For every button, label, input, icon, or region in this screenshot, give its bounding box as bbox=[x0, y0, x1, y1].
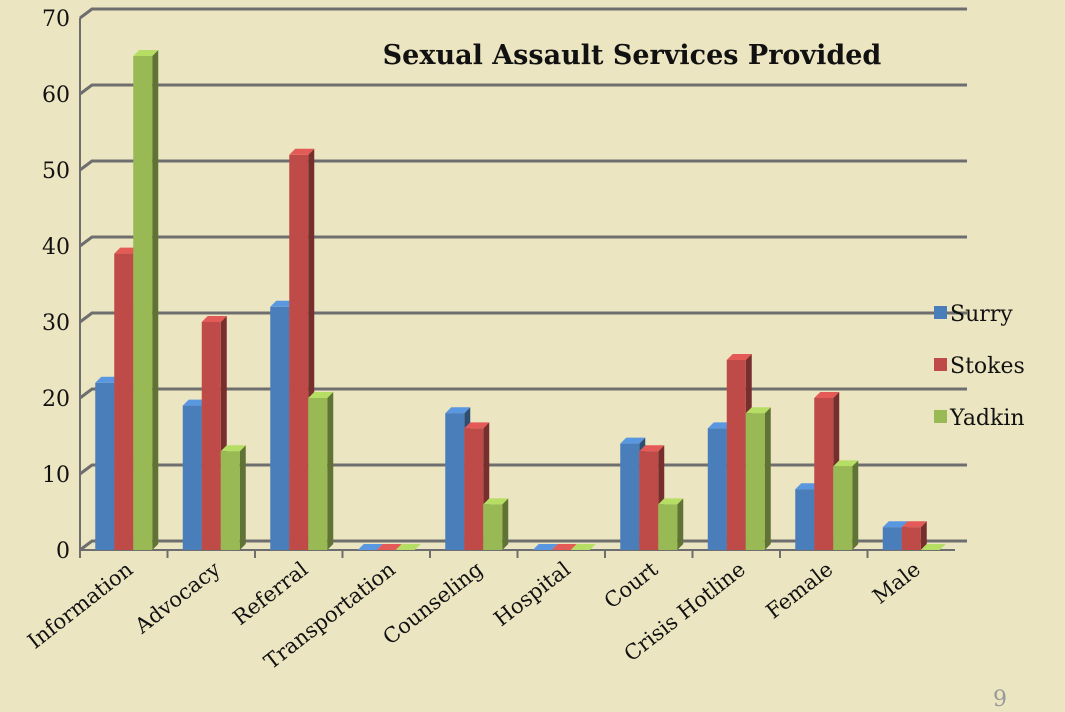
bar bbox=[920, 544, 946, 550]
gridline bbox=[79, 387, 967, 400]
x-tick-label: Advocacy bbox=[130, 557, 225, 639]
x-tick-label: Referral bbox=[228, 557, 312, 630]
y-tick-label: 10 bbox=[42, 463, 70, 488]
legend-swatch bbox=[934, 306, 947, 319]
legend-swatch bbox=[934, 358, 947, 371]
x-tick-label: Female bbox=[762, 557, 838, 624]
legend-label: Yadkin bbox=[949, 406, 1025, 431]
legend-label: Stokes bbox=[950, 354, 1025, 379]
gridline bbox=[79, 235, 967, 248]
gridline bbox=[79, 7, 967, 20]
y-tick-label: 40 bbox=[42, 235, 70, 260]
bar bbox=[395, 544, 421, 550]
gridline bbox=[79, 311, 967, 324]
bar bbox=[833, 460, 859, 550]
gridline bbox=[79, 159, 967, 172]
bar bbox=[901, 521, 927, 550]
bar bbox=[220, 445, 246, 550]
bar bbox=[308, 392, 334, 550]
x-tick-label: Hospital bbox=[489, 557, 575, 631]
legend: Surry Stokes Yadkin bbox=[934, 302, 1025, 431]
page-number: 9 bbox=[993, 687, 1007, 712]
legend-swatch bbox=[934, 410, 947, 423]
gridline bbox=[79, 463, 967, 476]
bar bbox=[133, 50, 159, 550]
y-tick-label: 0 bbox=[56, 539, 70, 564]
bar bbox=[376, 544, 402, 550]
y-tick-label: 50 bbox=[42, 159, 70, 184]
gridline bbox=[79, 83, 967, 96]
x-tick-label: Court bbox=[600, 557, 663, 614]
gridlines bbox=[79, 7, 967, 552]
y-tick-label: 70 bbox=[42, 7, 70, 32]
bars bbox=[95, 50, 946, 551]
bar bbox=[745, 407, 771, 550]
bar bbox=[532, 544, 558, 550]
y-tick-label: 60 bbox=[42, 83, 70, 108]
x-tick-label: Information bbox=[23, 557, 137, 654]
y-tick-label: 20 bbox=[42, 387, 70, 412]
bar bbox=[551, 544, 577, 550]
bar bbox=[483, 498, 509, 550]
x-tick-label: Male bbox=[868, 557, 925, 609]
legend-label: Surry bbox=[950, 302, 1013, 327]
bar bbox=[570, 544, 596, 550]
bar bbox=[357, 544, 383, 550]
y-tick-labels: 0 10 20 30 40 50 60 70 bbox=[42, 7, 70, 564]
chart-title: Sexual Assault Services Provided bbox=[383, 40, 882, 71]
y-tick-label: 30 bbox=[42, 311, 70, 336]
bar bbox=[658, 498, 684, 550]
